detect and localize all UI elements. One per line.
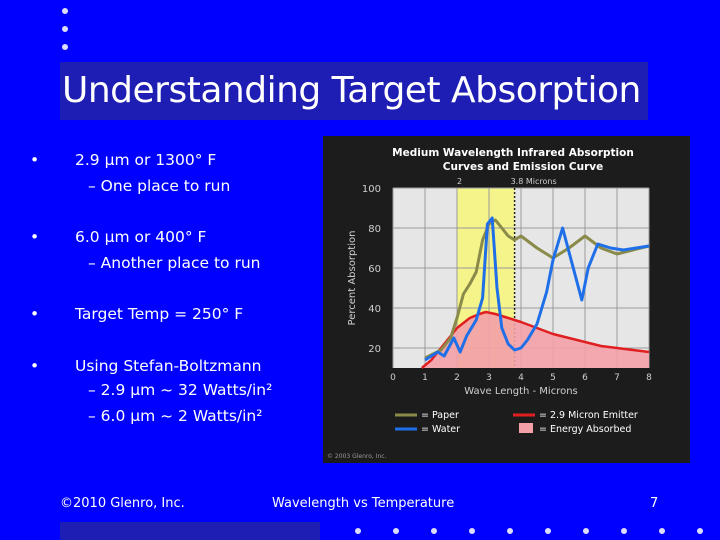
sub-bullet-text: – Another place to run	[88, 254, 261, 272]
bullet-marker: •	[30, 228, 40, 246]
x-tick-label: 8	[646, 373, 652, 383]
series-line-paper	[424, 218, 650, 360]
decor-dot	[583, 528, 589, 534]
chart-annotation: 2	[457, 177, 462, 186]
decor-dot	[393, 528, 399, 534]
x-tick-label: 4	[518, 373, 524, 383]
bullet-text: Target Temp = 250° F	[75, 305, 244, 323]
y-tick-label: 40	[368, 304, 381, 315]
y-tick-label: 20	[368, 344, 381, 355]
x-tick-label: 1	[422, 373, 428, 383]
footer-copyright: ©2010 Glenro, Inc.	[60, 496, 185, 511]
decor-dot	[659, 528, 665, 534]
decor-dot	[62, 44, 68, 50]
x-axis-label: Wave Length - Microns	[464, 386, 578, 397]
chart-title-line-1: Medium Wavelength Infrared Absorption	[392, 147, 634, 159]
chart-annotation: 3.8 Microns	[511, 177, 557, 186]
x-tick-label: 6	[582, 373, 588, 383]
legend-label: = 2.9 Micron Emitter	[539, 410, 638, 421]
x-tick-label: 5	[550, 373, 556, 383]
title-bar	[60, 62, 648, 120]
series-line-emitter	[420, 310, 650, 369]
sub-bullet-text: – 6.0 µm ~ 2 Watts/in²	[88, 407, 263, 425]
series-area-energy-absorbed	[421, 312, 649, 368]
legend-label: = Paper	[421, 410, 459, 421]
x-tick-label: 0	[390, 373, 396, 383]
page-number: 7	[650, 496, 659, 511]
bullet-marker: •	[30, 357, 40, 375]
decor-dot	[469, 528, 475, 534]
decor-dot	[621, 528, 627, 534]
bullet-text: 6.0 µm or 400° F	[75, 228, 207, 246]
y-tick-label: 80	[368, 224, 381, 235]
bullet-marker: •	[30, 151, 40, 169]
y-axis-label: Percent Absorption	[347, 231, 358, 326]
legend-label: = Energy Absorbed	[539, 424, 631, 435]
decor-dot	[507, 528, 513, 534]
x-tick-label: 2	[454, 373, 460, 383]
series-line-water	[424, 216, 650, 362]
legend-swatch	[519, 423, 533, 433]
footer-subject: Wavelength vs Temperature	[272, 496, 455, 511]
chart-title-line-2: Curves and Emission Curve	[443, 161, 603, 173]
x-tick-label: 3	[486, 373, 492, 383]
decor-dot	[545, 528, 551, 534]
chart-credit: © 2003 Glenro, Inc.	[327, 453, 387, 460]
legend-label: = Water	[421, 424, 460, 435]
bottom-strip	[60, 522, 320, 540]
slide-title: Understanding Target Absorption	[62, 70, 641, 111]
decor-dot	[62, 26, 68, 32]
y-tick-label: 100	[362, 184, 381, 195]
sub-bullet-text: – One place to run	[88, 177, 231, 195]
decor-dot	[697, 528, 703, 534]
decor-dot	[62, 8, 68, 14]
bullet-text: 2.9 µm or 1300° F	[75, 151, 217, 169]
bullet-text: Using Stefan-Boltzmann	[75, 357, 262, 375]
bullet-marker: •	[30, 305, 40, 323]
absorption-chart-svg: Medium Wavelength Infrared Absorption Cur…	[327, 147, 652, 460]
sub-bullet-text: – 2.9 µm ~ 32 Watts/in²	[88, 381, 273, 399]
y-tick-label: 60	[368, 264, 381, 275]
x-tick-label: 7	[614, 373, 620, 383]
absorption-chart: Medium Wavelength Infrared Absorption Cur…	[323, 136, 690, 463]
decor-dot	[431, 528, 437, 534]
decor-dot	[355, 528, 361, 534]
